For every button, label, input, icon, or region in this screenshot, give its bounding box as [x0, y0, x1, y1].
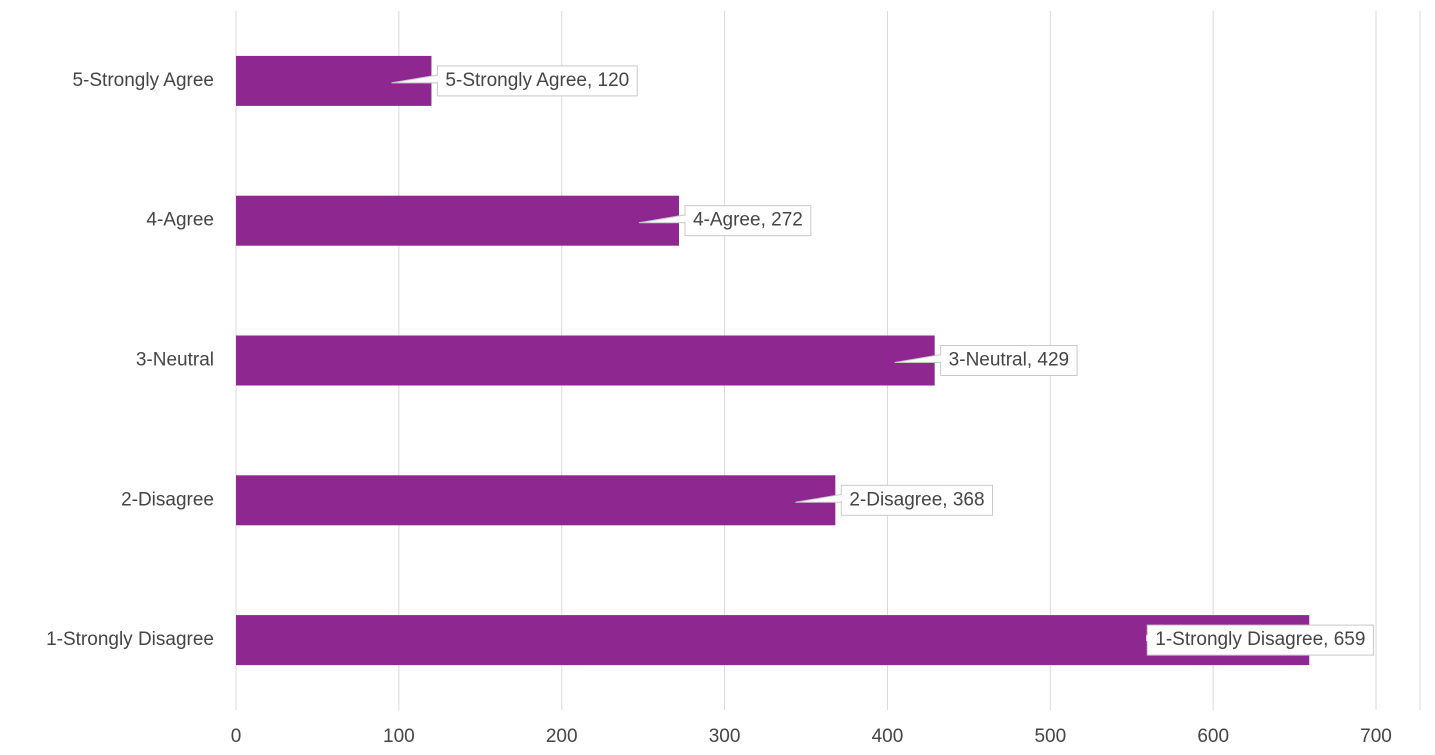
- data-label: 2-Disagree, 368: [795, 484, 994, 516]
- x-tick-label: 200: [546, 726, 578, 747]
- x-tick-label: 400: [872, 726, 904, 747]
- data-label-box: [684, 205, 812, 237]
- y-tick-label: 3-Neutral: [136, 350, 214, 371]
- data-label-text: 1-Strongly Disagree, 659: [1155, 629, 1365, 650]
- x-tick-label: 700: [1360, 726, 1392, 747]
- y-tick-label: 4-Agree: [146, 210, 214, 231]
- y-tick-label: 2-Disagree: [121, 489, 214, 510]
- bar: [236, 615, 1310, 666]
- data-label-text: 2-Disagree, 368: [849, 489, 984, 510]
- y-tick-label: 1-Strongly Disagree: [46, 629, 214, 650]
- data-label-box: [840, 484, 994, 516]
- data-label: 1-Strongly Disagree, 659: [1146, 624, 1374, 656]
- bar: [236, 55, 432, 106]
- x-tick-label: 500: [1034, 726, 1066, 747]
- data-label: 3-Neutral, 429: [894, 345, 1078, 376]
- bar: [236, 195, 679, 246]
- bar: [236, 475, 836, 526]
- data-label-box: [940, 345, 1078, 376]
- data-label: 5-Strongly Agree, 120: [391, 65, 638, 97]
- x-tick-label: 0: [231, 726, 242, 747]
- data-label-text: 3-Neutral, 429: [949, 350, 1069, 371]
- bar: [236, 335, 935, 386]
- data-label-text: 4-Agree, 272: [693, 210, 803, 231]
- data-label-box: [436, 65, 638, 97]
- x-tick-label: 600: [1197, 726, 1229, 747]
- y-tick-label: 5-Strongly Agree: [72, 70, 214, 91]
- data-label: 4-Agree, 272: [638, 205, 812, 237]
- data-label-box: [1146, 624, 1374, 656]
- x-tick-label: 300: [709, 726, 741, 747]
- data-label-text: 5-Strongly Agree, 120: [445, 70, 629, 91]
- x-tick-label: 100: [383, 726, 415, 747]
